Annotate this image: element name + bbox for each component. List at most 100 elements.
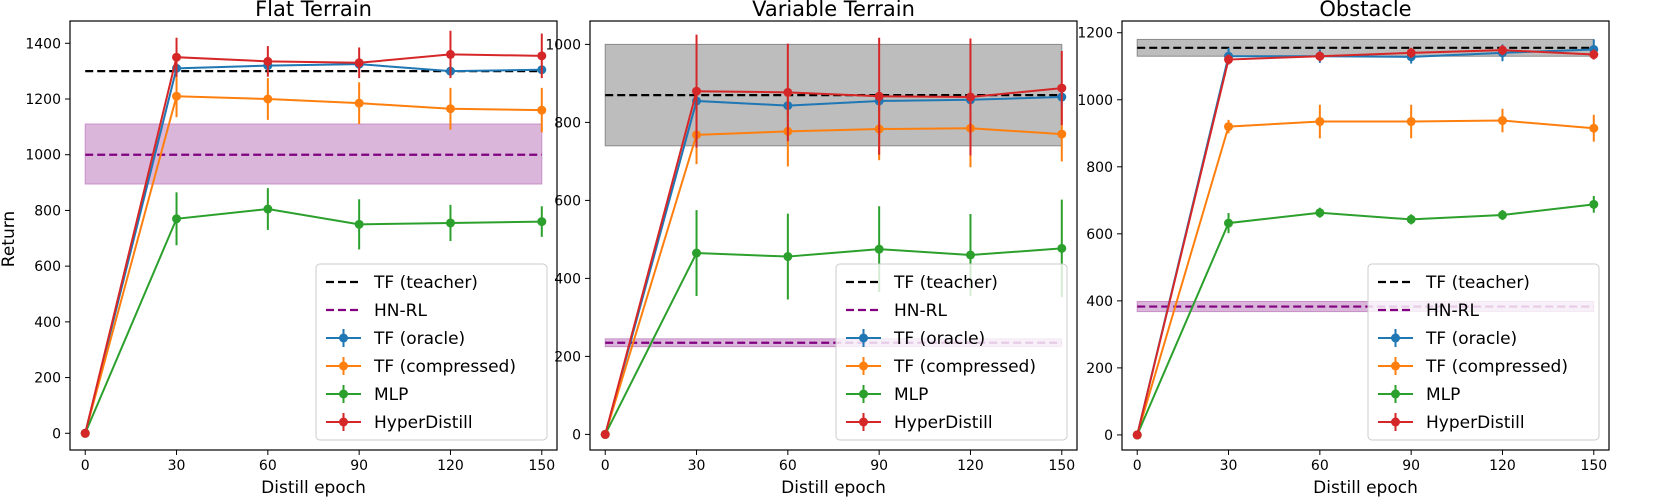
data-point	[1224, 122, 1234, 132]
series-line-hyperdistill	[604, 87, 1062, 435]
chart-panel-1: 0 30 60 90 120 150 0 200 400 600 800 1000 1200 1400 Fl…	[25, 0, 558, 497]
x-tick-label: 0	[1133, 458, 1142, 474]
data-point	[1057, 129, 1067, 139]
series-line-compressed	[604, 127, 1062, 435]
legend-label-compressed: TF (compressed)	[893, 357, 1036, 377]
x-tick-label: 60	[259, 458, 277, 474]
data-point	[965, 92, 975, 102]
x-tick-label: 120	[437, 458, 464, 474]
chart-title: Flat Terrain	[255, 0, 372, 21]
legend: TF (teacher) HN-RL TF (oracle) TF (compress…	[835, 263, 1068, 441]
y-tick-label: 1000	[545, 37, 581, 53]
x-tick-label: 120	[957, 458, 984, 474]
series-hyperdistill	[80, 30, 547, 438]
data-point	[1589, 50, 1599, 60]
legend-swatch-marker	[859, 389, 868, 399]
legend-label-teacher: TF (teacher)	[373, 273, 478, 293]
x-axis-label: Distill epoch	[1313, 478, 1418, 497]
data-point	[172, 52, 182, 62]
legend-box	[835, 263, 1068, 441]
chart-title: Variable Terrain	[752, 0, 915, 21]
y-tick-label: 600	[34, 259, 61, 275]
data-point	[1589, 199, 1599, 209]
data-point	[783, 87, 793, 97]
legend-swatch-marker	[859, 417, 868, 427]
legend-label-compressed: TF (compressed)	[373, 357, 516, 377]
series-hyperdistill	[600, 34, 1067, 439]
data-point	[1406, 214, 1416, 224]
x-tick-label: 30	[1220, 458, 1238, 474]
data-point	[354, 98, 364, 108]
x-tick-label: 90	[1402, 458, 1420, 474]
data-point	[1315, 208, 1325, 218]
y-tick-label: 1000	[25, 148, 61, 164]
data-point	[1497, 45, 1507, 55]
series-line-mlp	[604, 247, 1062, 435]
y-tick-label: 200	[1086, 361, 1113, 377]
data-point	[1315, 51, 1325, 61]
y-tick-label: 800	[34, 203, 61, 219]
series-compressed	[1132, 104, 1599, 440]
y-tick-label: 1200	[1077, 26, 1113, 42]
data-point	[1589, 123, 1599, 133]
data-point	[1497, 210, 1507, 220]
legend-box	[1367, 263, 1600, 441]
legend-label-oracle: TF (oracle)	[893, 329, 985, 349]
legend-label-compressed: TF (compressed)	[1425, 357, 1568, 377]
legend-label-oracle: TF (oracle)	[1425, 329, 1517, 349]
y-tick-label: 600	[1086, 227, 1113, 243]
data-point	[1406, 48, 1416, 58]
data-point	[354, 58, 364, 68]
legend-label-hyperdistill: HyperDistill	[1426, 413, 1525, 433]
legend-label-hyperdistill: HyperDistill	[374, 413, 473, 433]
legend-label-teacher: TF (teacher)	[893, 273, 998, 293]
y-tick-label: 0	[52, 426, 61, 442]
legend-swatch-marker	[859, 361, 868, 371]
data-point	[1406, 117, 1416, 127]
x-tick-label: 150	[528, 458, 555, 474]
x-tick-label: 90	[870, 458, 888, 474]
legend-label-oracle: TF (oracle)	[373, 329, 465, 349]
data-point	[1224, 218, 1234, 228]
legend-swatch-marker	[1391, 333, 1400, 343]
data-point	[445, 218, 455, 228]
series-line-oracle	[604, 96, 1062, 435]
data-point	[537, 105, 547, 115]
series-line-hyperdistill	[84, 53, 542, 434]
data-point	[1315, 117, 1325, 127]
series-line-compressed	[1136, 119, 1594, 436]
data-point	[1132, 430, 1142, 440]
legend-label-hnrl: HN-RL	[374, 301, 427, 321]
x-tick-label: 120	[1489, 458, 1516, 474]
y-tick-label: 200	[34, 371, 61, 387]
data-point	[354, 219, 364, 229]
legend-swatch-marker	[339, 361, 348, 371]
x-axis-label: Distill epoch	[781, 478, 886, 497]
data-point	[783, 252, 793, 262]
legend-label-mlp: MLP	[894, 385, 928, 405]
y-tick-label: 600	[554, 193, 581, 209]
data-point	[172, 214, 182, 224]
data-point	[537, 51, 547, 61]
axes-frame	[1121, 20, 1610, 451]
data-point	[80, 428, 90, 438]
x-tick-label: 90	[350, 458, 368, 474]
legend: TF (teacher) HN-RL TF (oracle) TF (compress…	[1367, 263, 1600, 441]
legend-swatch-marker	[339, 417, 348, 427]
data-point	[692, 86, 702, 96]
legend: TF (teacher) HN-RL TF (oracle) TF (compress…	[315, 263, 548, 441]
data-point	[1057, 83, 1067, 93]
legend-swatch-marker	[339, 389, 348, 399]
data-point	[874, 244, 884, 254]
x-tick-label: 60	[779, 458, 797, 474]
legend-swatch-marker	[339, 333, 348, 343]
legend-label-hyperdistill: HyperDistill	[894, 413, 993, 433]
legend-label-mlp: MLP	[1426, 385, 1460, 405]
legend-label-hnrl: HN-RL	[1426, 301, 1479, 321]
data-point	[1497, 116, 1507, 126]
series-line-mlp	[84, 208, 542, 434]
y-tick-label: 0	[1104, 428, 1113, 444]
x-tick-label: 30	[688, 458, 706, 474]
data-point	[874, 91, 884, 101]
